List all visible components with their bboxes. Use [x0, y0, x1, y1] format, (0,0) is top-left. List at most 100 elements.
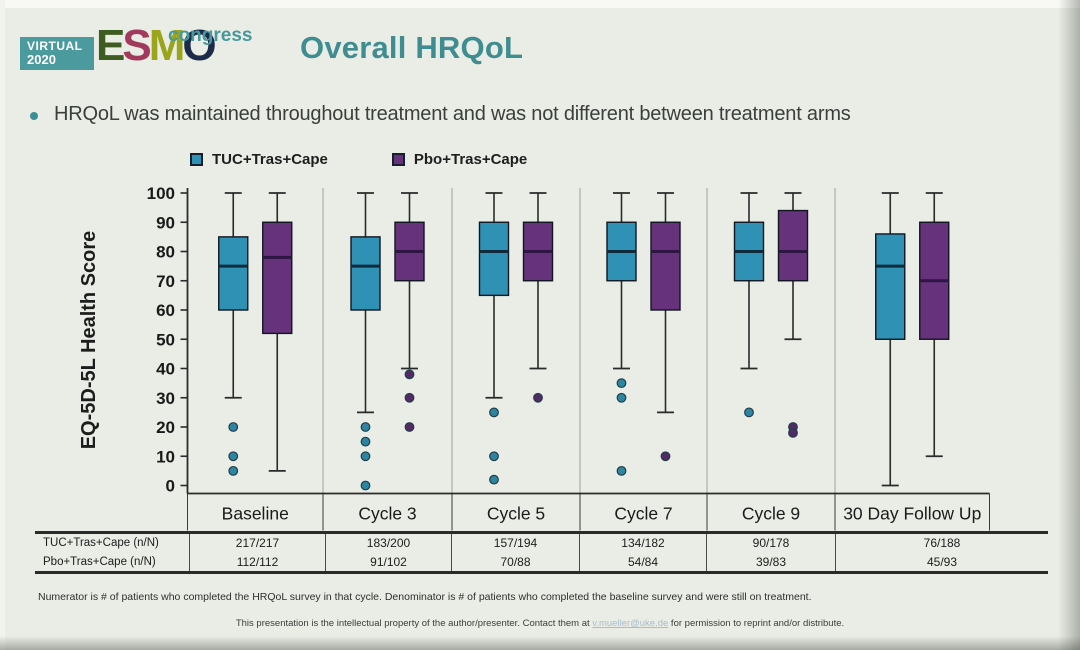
y-tick-label: 90: [156, 213, 175, 232]
outlier-dot: [404, 392, 415, 403]
footer-text-post: for permission to reprint and/or distrib…: [668, 618, 845, 629]
outlier-dot: [360, 436, 371, 447]
y-tick-label: 50: [156, 330, 175, 349]
boxplot-Pbo+Tras+Cape-Cycle 3: [394, 192, 425, 432]
outlier-dot: [228, 451, 239, 462]
panel-separators: [322, 188, 836, 494]
outlier-dot: [744, 407, 754, 418]
category-row-dividers: [187, 493, 990, 531]
boxplot-Pbo+Tras+Cape-Cycle 7: [650, 192, 681, 462]
congress-label: congress: [168, 25, 253, 46]
esmo-wordmark: ESMO: [96, 21, 217, 70]
outlier-dot: [616, 378, 627, 389]
outlier-dot: [489, 474, 499, 485]
table-cell: 183/200: [326, 534, 452, 553]
x-axis-label: Baseline: [222, 504, 289, 524]
y-tick-label: 40: [156, 360, 175, 379]
outlier-dot: [404, 369, 415, 380]
y-tick-label: 0: [166, 477, 175, 496]
x-axis-labels: Baseline Cycle 3 Cycle 5 Cycle 7 Cycle 9 30 D…: [222, 504, 982, 524]
legend-swatch-icon: [190, 153, 203, 166]
esmo-letter-m: M: [148, 21, 186, 70]
esmo-letter-o: O: [182, 21, 216, 70]
x-axis-label: Cycle 7: [614, 504, 672, 524]
legend-swatch-icon: [391, 153, 405, 166]
table-row-label: TUC+Tras+Cape (n/N): [35, 534, 190, 553]
boxplot-TUC+Tras+Cape-Cycle 5: [478, 192, 510, 485]
outlier-dot: [404, 422, 415, 432]
y-axis: 0 10 20 30 40 50 60 70 80 90 100 EQ-5D-5L Health Sc…: [78, 184, 990, 496]
y-axis-title: EQ-5D-5L Health Score: [78, 231, 100, 450]
footer-text-pre: This presentation is the intellectual pr…: [235, 618, 593, 629]
esmo-congress-logo: VIRTUAL 2020 ESMO congress: [20, 21, 280, 86]
y-tick-label: 20: [156, 418, 175, 437]
table-row-label: Pbo+Tras+Cape (n/N): [35, 552, 190, 571]
y-tick-label: 70: [156, 272, 175, 291]
table-cell: 91/102: [326, 552, 452, 571]
x-axis-label: 30 Day Follow Up: [843, 504, 981, 524]
table-cell: 217/217: [190, 534, 326, 553]
outlier-dot: [616, 465, 627, 476]
esmo-letter-s: S: [122, 21, 151, 70]
boxplot-Pbo+Tras+Cape-Cycle 5: [522, 192, 554, 403]
table-footnote: Numerator is # of patients who completed…: [38, 591, 812, 603]
table-cell: 70/88: [452, 552, 580, 571]
x-axis-label: Cycle 5: [487, 504, 545, 524]
chart-legend: TUC+Tras+Cape Pbo+Tras+Cape: [190, 151, 527, 168]
legend-label: TUC+Tras+Cape: [212, 151, 328, 168]
y-tick-label: 100: [147, 184, 175, 203]
x-axis-label: Cycle 3: [358, 504, 416, 524]
outlier-dot: [489, 451, 499, 462]
bullet-text: HRQoL was maintained throughout treatmen…: [54, 103, 851, 125]
virtual-2020-badge: VIRTUAL 2020: [20, 37, 94, 70]
outlier-dot: [660, 451, 671, 462]
table-cell: 45/93: [926, 554, 958, 569]
boxplot-TUC+Tras+Cape-Cycle 3: [350, 192, 381, 491]
virtual-label: VIRTUAL: [27, 39, 83, 53]
x-axis-label: Cycle 9: [742, 504, 800, 524]
outlier-dot: [360, 422, 371, 432]
boxplot-Pbo+Tras+Cape-Cycle 9: [777, 192, 809, 438]
key-finding-bullet: HRQoL was maintained throughout treatmen…: [30, 103, 851, 126]
y-tick-label: 10: [156, 447, 175, 466]
screen-edge-bottom: [0, 636, 1080, 650]
table-cell: 76/188: [923, 536, 961, 550]
table-cell: 112/112: [190, 552, 326, 571]
boxplot-TUC+Tras+Cape-Cycle 7: [606, 192, 637, 476]
boxplot-TUC+Tras+Cape-30 Day Follow Up: [875, 192, 906, 487]
outlier-dot: [228, 422, 239, 432]
outlier-dot: [616, 392, 627, 403]
boxplot-TUC+Tras+Cape-Cycle 9: [733, 192, 765, 418]
table-cell: 157/194: [452, 534, 580, 553]
table-cell: 39/83: [707, 552, 836, 571]
outlier-dot: [788, 427, 798, 438]
boxplot-Pbo+Tras+Cape-Baseline: [262, 192, 293, 472]
y-tick-label: 60: [156, 301, 175, 320]
year-label: 2020: [27, 51, 56, 67]
boxplot-Pbo+Tras+Cape-30 Day Follow Up: [919, 192, 950, 458]
copyright-footer: This presentation is the intellectual pr…: [0, 618, 1080, 629]
outlier-dot: [489, 407, 499, 418]
outlier-dot: [228, 465, 239, 476]
patient-counts-table: TUC+Tras+Cape (n/N) 217/217 183/200 157/194…: [35, 531, 1048, 574]
y-tick-label: 30: [156, 389, 175, 408]
boxplot-TUC+Tras+Cape-Baseline: [218, 192, 249, 476]
bullet-icon: [30, 112, 38, 120]
outlier-dot: [360, 480, 371, 491]
legend-item: TUC+Tras+Cape: [190, 151, 328, 168]
y-tick-label: 80: [156, 243, 175, 262]
table-cell: 90/178: [707, 534, 836, 553]
esmo-letter-e: E: [96, 21, 125, 70]
legend-item: Pbo+Tras+Cape: [391, 151, 528, 168]
table-cell: 134/182: [580, 534, 707, 553]
page-title: Overall HRQoL: [300, 30, 524, 65]
outlier-dot: [533, 392, 543, 403]
screen-edge-left: [0, 0, 5, 650]
outlier-dot: [360, 451, 371, 462]
table-cell: 54/84: [580, 552, 707, 571]
contact-email-link[interactable]: v.mueller@uke.de: [592, 618, 669, 629]
screen-edge-top: [0, 0, 1080, 8]
legend-label: Pbo+Tras+Cape: [413, 151, 528, 168]
